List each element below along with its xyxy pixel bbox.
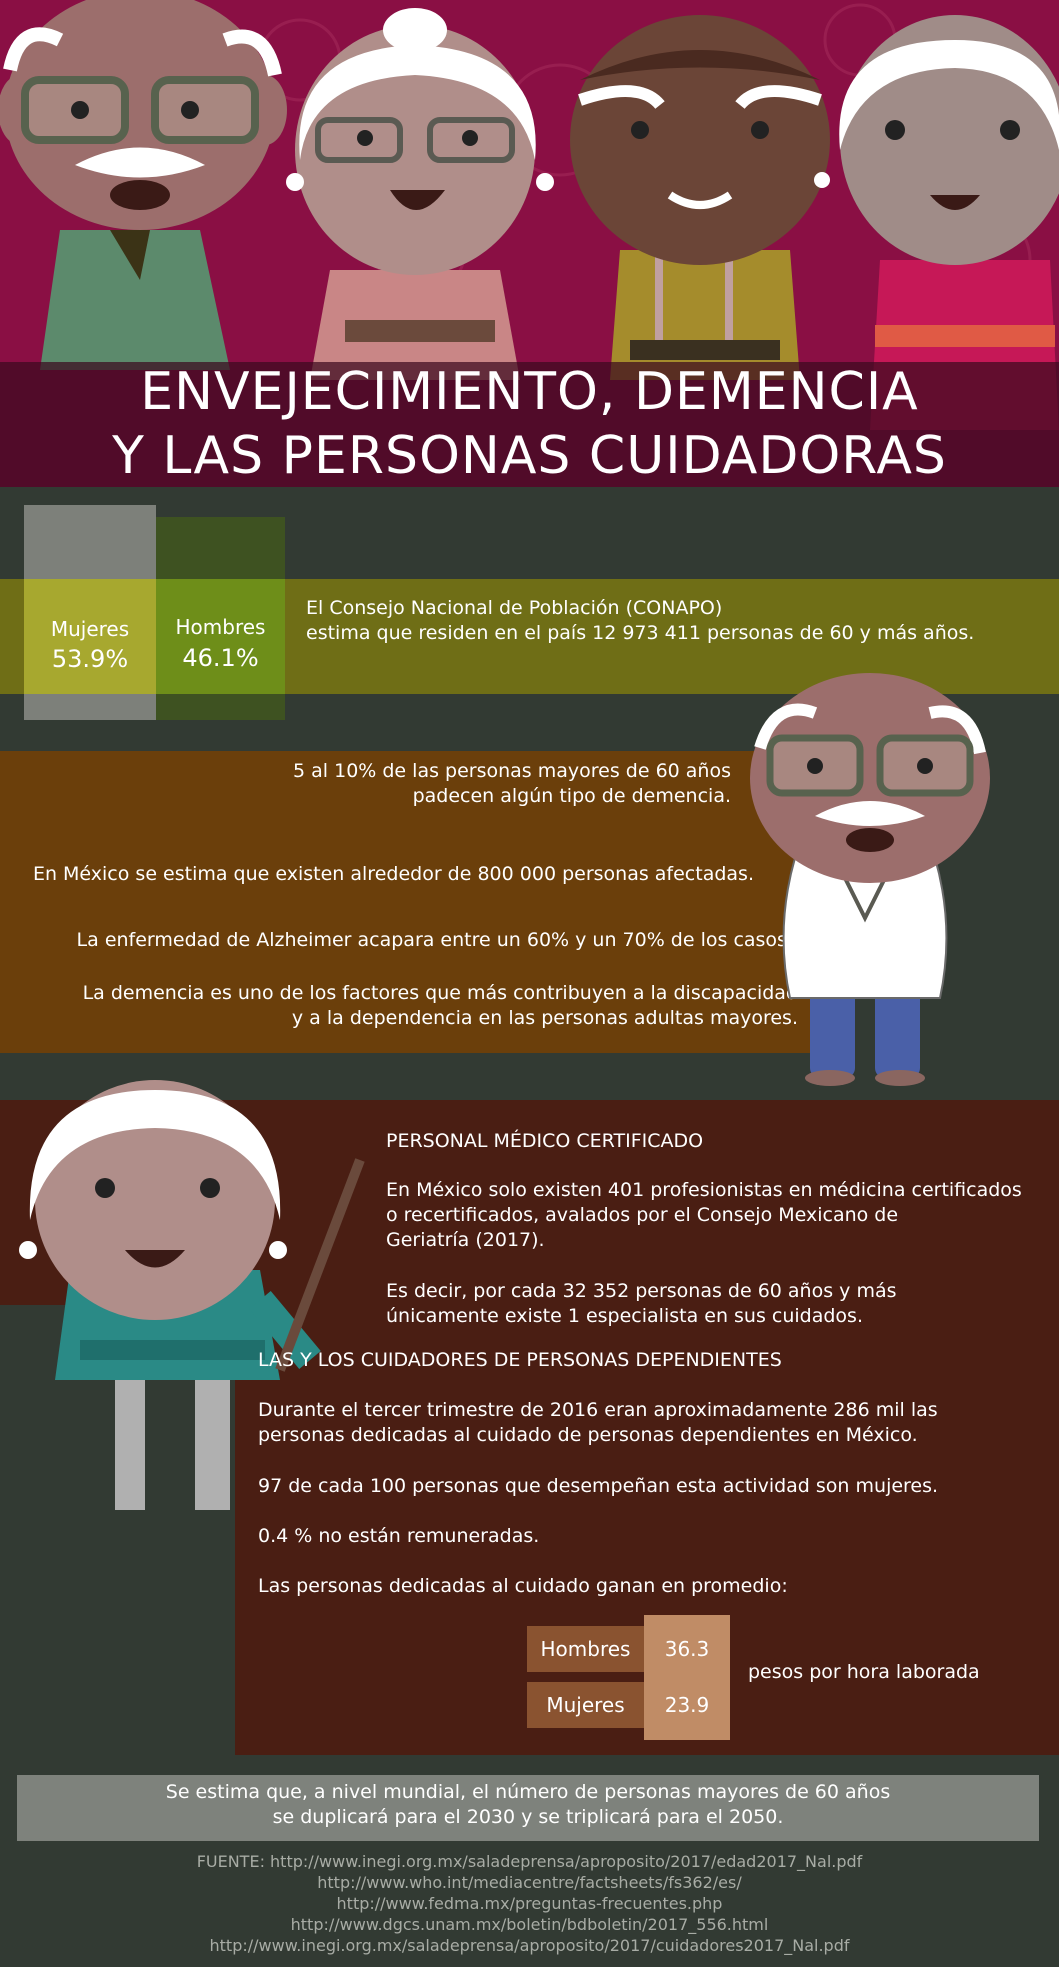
dementia-stat-3: La enfermedad de Alzheimer acapara entre… bbox=[76, 929, 793, 951]
medical-p1-line-2: o recertificados, avalados por el Consej… bbox=[386, 1204, 899, 1226]
source-line-2: http://www.who.int/mediacentre/factsheet… bbox=[317, 1873, 742, 1892]
wage-value-men: 36.3 bbox=[664, 1637, 710, 1661]
dementia-band bbox=[0, 751, 818, 1053]
conapo-line-2: estima que residen en el país 12 973 411… bbox=[306, 622, 975, 644]
projection-note-line-2: se duplicará para el 2030 y se triplicar… bbox=[272, 1806, 784, 1828]
source-line-1: FUENTE: http://www.inegi.org.mx/saladepr… bbox=[196, 1852, 863, 1871]
medical-p1-line-3: Geriatría (2017). bbox=[386, 1229, 545, 1251]
conapo-text: El Consejo Nacional de Población (CONAPO… bbox=[306, 596, 1046, 646]
grandpa-glasses-illustration bbox=[0, 0, 287, 370]
caregivers-paragraph-3: 0.4 % no están remuneradas. bbox=[258, 1525, 540, 1547]
wage-label-men: Hombres bbox=[527, 1626, 644, 1672]
medical-paragraph-2: Es decir, por cada 32 352 personas de 60… bbox=[386, 1279, 1046, 1329]
conapo-line-1: El Consejo Nacional de Población (CONAPO… bbox=[306, 597, 723, 619]
wage-value-women: 23.9 bbox=[664, 1693, 710, 1717]
caregivers-p1-line-2: personas dedicadas al cuidado de persona… bbox=[258, 1424, 918, 1446]
medical-p2-line-2: únicamente existe 1 especialista en sus … bbox=[386, 1305, 863, 1327]
dementia-stat-4-line-2: y a la dependencia en las personas adult… bbox=[291, 1007, 798, 1029]
projection-note-box bbox=[17, 1775, 1039, 1841]
women-column-highlight bbox=[24, 579, 156, 694]
dementia-stat-4: La demencia es uno de los factores que m… bbox=[83, 981, 798, 1031]
men-percentage: 46.1% bbox=[182, 644, 259, 672]
dementia-stat-1: 5 al 10% de las personas mayores de 60 a… bbox=[293, 759, 731, 809]
wage-values-column bbox=[644, 1615, 730, 1740]
page-title-line-2: Y LAS PERSONAS CUIDADORAS bbox=[112, 426, 947, 486]
dementia-stat-2: En México se estima que existen alrededo… bbox=[32, 863, 754, 885]
header-banner: ENVEJECIMIENTO, DEMENCIA Y LAS PERSONAS … bbox=[0, 0, 1059, 487]
caregivers-paragraph-2: 97 de cada 100 personas que desempeñan e… bbox=[258, 1475, 939, 1497]
projection-note-line-1: Se estima que, a nivel mundial, el númer… bbox=[165, 1781, 891, 1803]
grandma-glasses-illustration bbox=[286, 8, 554, 380]
women-percentage: 53.9% bbox=[51, 645, 129, 673]
wage-label-women: Mujeres bbox=[527, 1682, 644, 1728]
medical-p2-line-1: Es decir, por cada 32 352 personas de 60… bbox=[386, 1280, 897, 1302]
dementia-stat-1-line-2: padecen algún tipo de demencia. bbox=[412, 785, 731, 807]
grandpa-dark-illustration bbox=[570, 15, 830, 380]
women-label: Mujeres bbox=[50, 617, 130, 641]
men-column-highlight bbox=[156, 579, 285, 694]
wage-unit: pesos por hora laborada bbox=[748, 1661, 980, 1683]
title-band bbox=[0, 362, 1059, 487]
source-line-5: http://www.inegi.org.mx/saladeprensa/apr… bbox=[209, 1936, 850, 1955]
header-illustration bbox=[0, 0, 1059, 430]
grandpa-standing-illustration bbox=[750, 673, 990, 1086]
caregivers-section-title: LAS Y LOS CUIDADORES DE PERSONAS DEPENDI… bbox=[258, 1349, 782, 1371]
medical-section-title: PERSONAL MÉDICO CERTIFICADO bbox=[386, 1130, 704, 1152]
dementia-stat-1-line-1: 5 al 10% de las personas mayores de 60 a… bbox=[293, 760, 731, 782]
men-label: Hombres bbox=[175, 615, 266, 639]
caregivers-paragraph-1: Durante el tercer trimestre de 2016 eran… bbox=[258, 1398, 1038, 1448]
medical-paragraph-1: En México solo existen 401 profesionista… bbox=[386, 1178, 1046, 1253]
caregivers-paragraph-4: Las personas dedicadas al cuidado ganan … bbox=[258, 1575, 788, 1597]
caregivers-p1-line-1: Durante el tercer trimestre de 2016 eran… bbox=[258, 1399, 938, 1421]
page-title-line-1: ENVEJECIMIENTO, DEMENCIA bbox=[140, 362, 919, 422]
source-line-3: http://www.fedma.mx/preguntas-frecuentes… bbox=[336, 1894, 723, 1913]
medical-p1-line-1: En México solo existen 401 profesionista… bbox=[386, 1179, 1022, 1201]
source-line-4: http://www.dgcs.unam.mx/boletin/bdboleti… bbox=[290, 1915, 769, 1934]
grandma-cane-illustration bbox=[19, 1080, 365, 1510]
dementia-stat-4-line-1: La demencia es uno de los factores que m… bbox=[82, 982, 798, 1004]
